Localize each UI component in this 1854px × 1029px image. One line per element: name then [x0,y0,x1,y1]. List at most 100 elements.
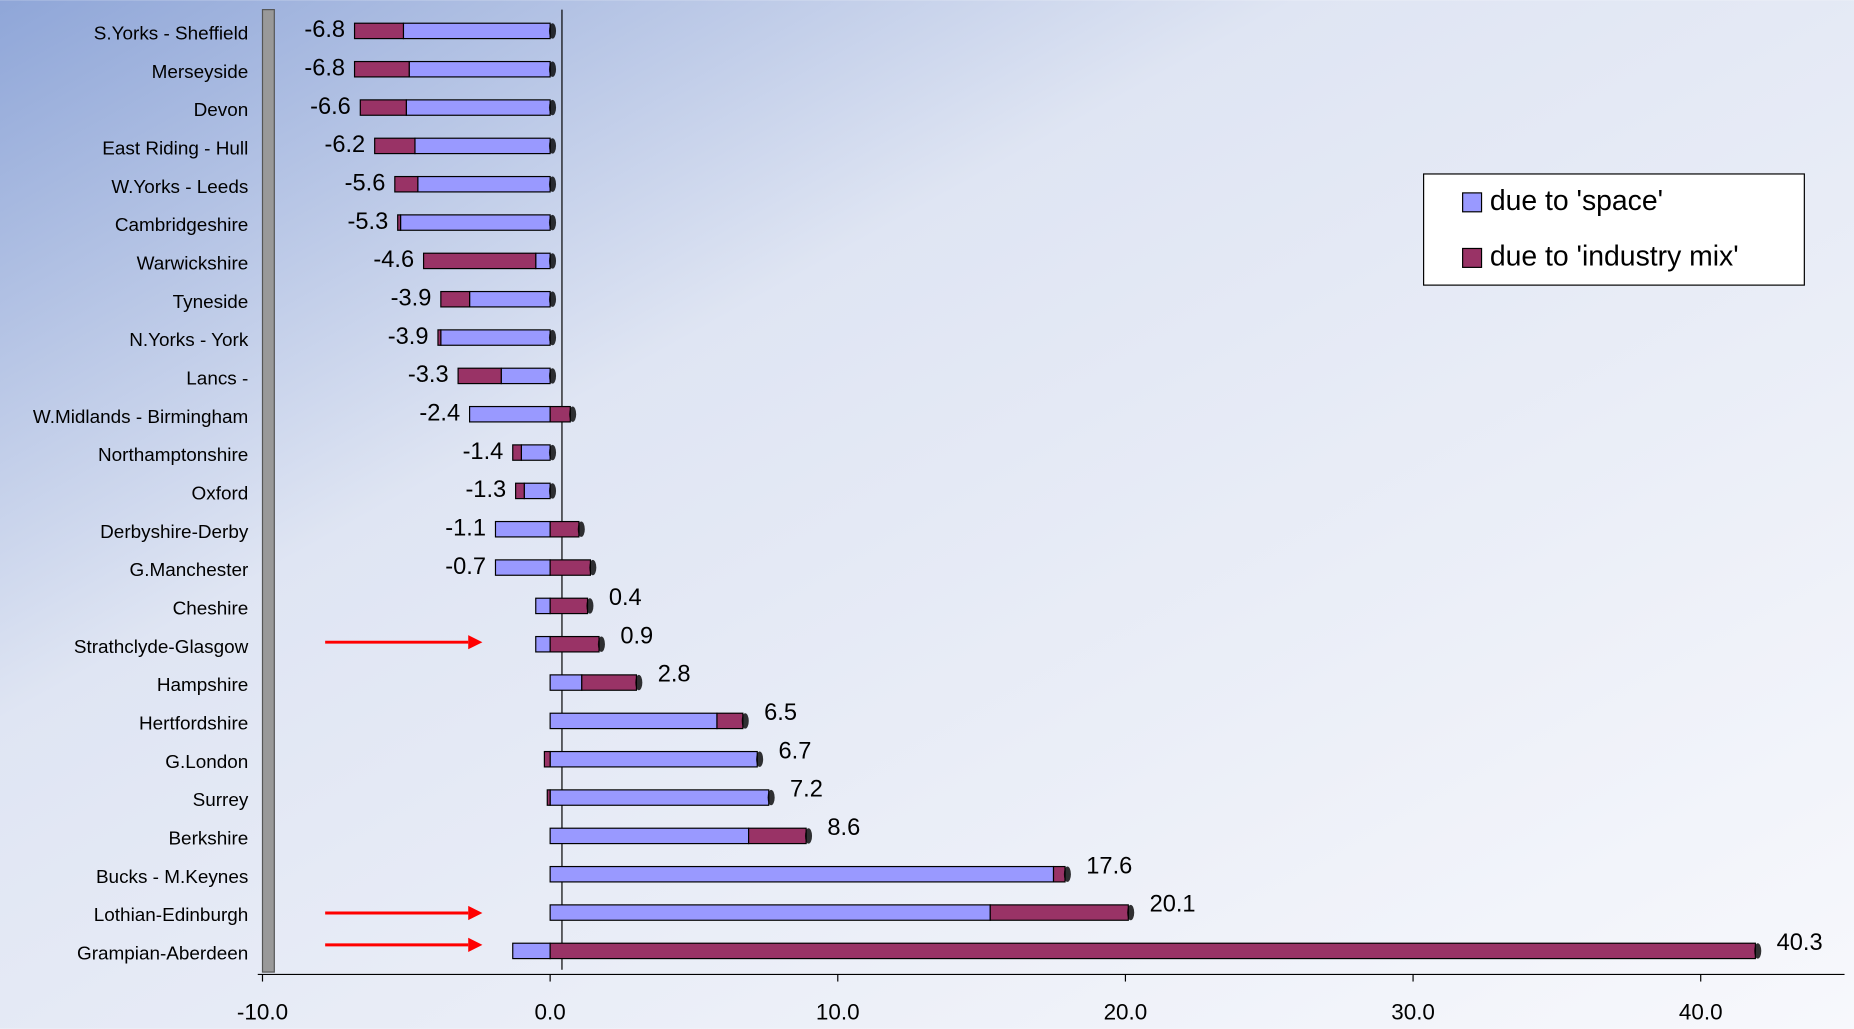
bar-segment [515,482,525,500]
category-label: Hampshire [157,675,248,696]
bar-segment [549,789,770,806]
bar-segment [546,789,551,806]
bar-cap [548,214,557,231]
category-label: Grampian-Aberdeen [77,943,248,964]
bar-segment [549,712,718,730]
total-label: -1.4 [463,439,504,465]
category-label: Lancs - [186,368,248,389]
bar-segment [457,367,502,385]
bar-cap [548,253,557,269]
bar-segment [549,520,580,538]
bar-cap [548,444,557,461]
bar-segment [494,520,551,538]
bar-segment [500,367,551,385]
total-label: -6.8 [304,55,345,81]
bar-segment [374,137,416,155]
category-label: Warwickshire [137,253,249,274]
bar-cap [804,828,813,844]
legend-swatch [1462,192,1483,213]
bar-segment [469,405,551,423]
bar-cap [548,483,557,499]
bar-segment [535,597,551,615]
total-label: 7.2 [790,777,823,803]
bar-cap [756,751,764,767]
total-label: -4.6 [373,247,414,273]
bar-segment [549,635,600,653]
x-tick-label: 20.0 [1104,999,1148,1024]
x-tick-label: 0.0 [535,999,566,1024]
bar-cap [1063,866,1071,882]
category-label: Hertfordshire [139,713,248,734]
total-label: -2.4 [419,400,460,426]
bar-cap [548,176,557,192]
bar-segment [535,252,551,270]
bar-cap [548,99,557,116]
total-label: -5.3 [348,209,389,235]
category-label: Oxford [192,483,249,504]
bar-segment [394,175,419,193]
bar-cap [635,674,643,691]
bar-cap [548,61,557,77]
category-label: N.Yorks - York [129,330,249,351]
bar-cap [569,406,577,422]
bar-segment [417,175,551,193]
bar-segment [437,329,442,346]
x-tick-label: 40.0 [1679,999,1723,1024]
total-label: -6.6 [310,94,351,120]
bar-segment [989,904,1129,921]
category-label: G.London [165,752,248,773]
legend-swatch [1462,247,1483,268]
bar-segment [405,99,551,116]
bar-cap [589,559,597,576]
category-label: East Riding - Hull [102,138,248,159]
total-label: -1.3 [465,477,506,503]
bar-segment [440,329,551,346]
x-tick-label: 10.0 [816,999,860,1024]
bar-segment [523,482,551,500]
total-label: -6.8 [304,17,345,43]
total-label: -0.7 [445,554,486,580]
bar-segment [535,635,551,653]
bar-cap [548,368,557,384]
bar-segment [512,942,551,960]
total-label: -1.1 [445,515,486,541]
category-label: Merseyside [152,62,249,83]
bar-segment [353,60,410,78]
bar-cap [741,713,749,729]
legend [1423,173,1805,286]
bar-segment [549,865,1055,883]
bar-segment [469,290,551,308]
bar-segment [494,559,551,576]
total-label: 0.4 [609,585,642,611]
bar-segment [520,444,551,461]
category-label: Devon [194,100,249,121]
bar-cap [586,598,594,614]
bar-segment [549,904,991,921]
legend-label: due to 'space' [1490,185,1663,217]
bar-cap [548,291,557,307]
category-label: Surrey [193,790,249,811]
bar-cap [1127,904,1135,921]
bar-segment [353,22,405,40]
bar-segment [549,750,758,768]
total-label: -6.2 [324,132,365,158]
y-axis-wall [261,9,275,973]
total-label: -3.9 [388,324,429,350]
bar-segment [397,214,402,231]
category-label: Bucks - M.Keynes [96,867,248,888]
category-label: Tyneside [173,292,249,313]
bar-cap [548,329,557,346]
bar-cap [548,23,557,39]
bar-segment [543,750,551,768]
bar-segment [549,674,583,691]
category-label: Derbyshire-Derby [100,522,249,543]
category-label: W.Yorks - Leeds [111,177,248,198]
bar-segment [549,827,750,845]
bar-segment [512,444,522,461]
x-tick-label: -10.0 [237,999,288,1024]
legend-label: due to 'industry mix' [1490,240,1739,272]
bar-segment [1052,865,1066,883]
x-tick-label: 30.0 [1391,999,1435,1024]
bar-segment [440,290,471,308]
